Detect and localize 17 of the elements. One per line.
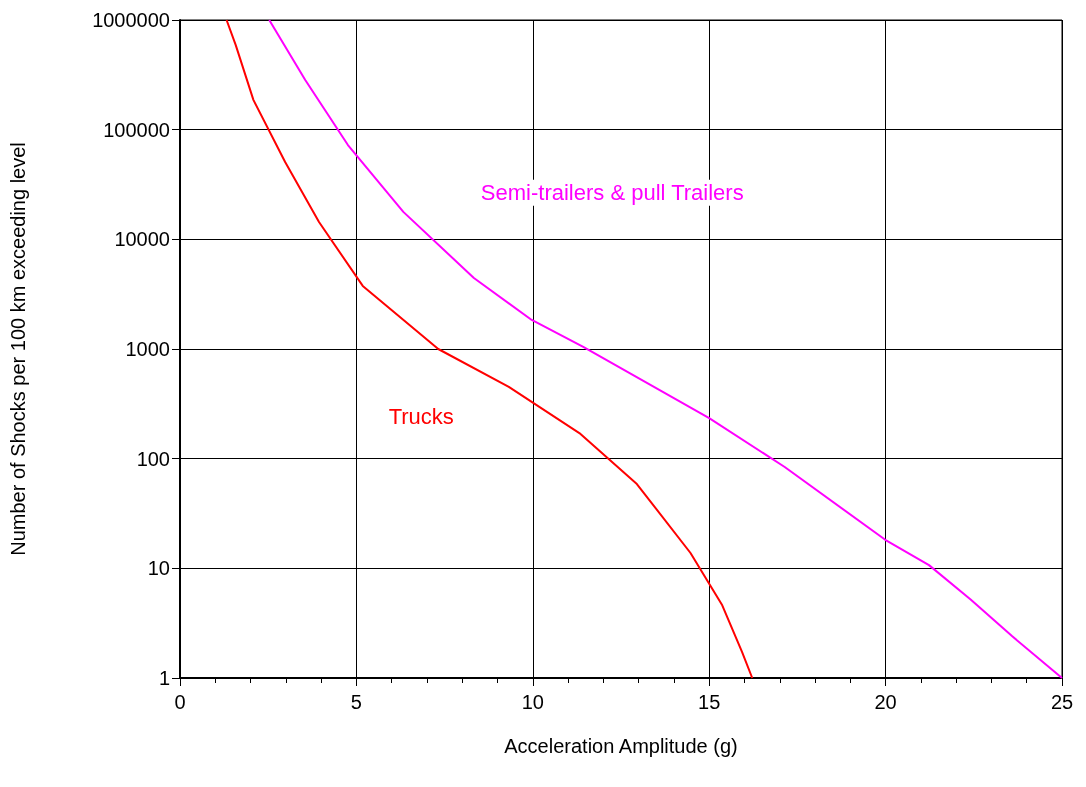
y-tick-label: 100000 xyxy=(103,118,170,141)
x-tick-label: 25 xyxy=(1050,691,1074,713)
text: Semi-trailers & pull Trailers xyxy=(480,180,744,206)
y-tick-label: 10000 xyxy=(114,228,170,251)
x-tick-label: 20 xyxy=(874,691,897,713)
x-tick-label: 5 xyxy=(350,691,362,713)
y-axis-title: Number of Shocks per 100 km exceeding level xyxy=(7,142,29,556)
x-tick-label: 15 xyxy=(698,691,721,713)
y-tick-label: 100 xyxy=(136,447,170,470)
y-tick-label: 10 xyxy=(147,557,170,580)
series-label: Trucks xyxy=(388,403,454,429)
y-tick-label: 1000 xyxy=(125,338,170,360)
y-tick-label: 1000000 xyxy=(92,9,170,31)
x-axis-title: Acceleration Amplitude (g) xyxy=(504,735,738,757)
y-tick-label: 1 xyxy=(158,667,170,689)
x-tick-label: 10 xyxy=(521,691,544,713)
x-tick-label: 0 xyxy=(174,691,186,713)
